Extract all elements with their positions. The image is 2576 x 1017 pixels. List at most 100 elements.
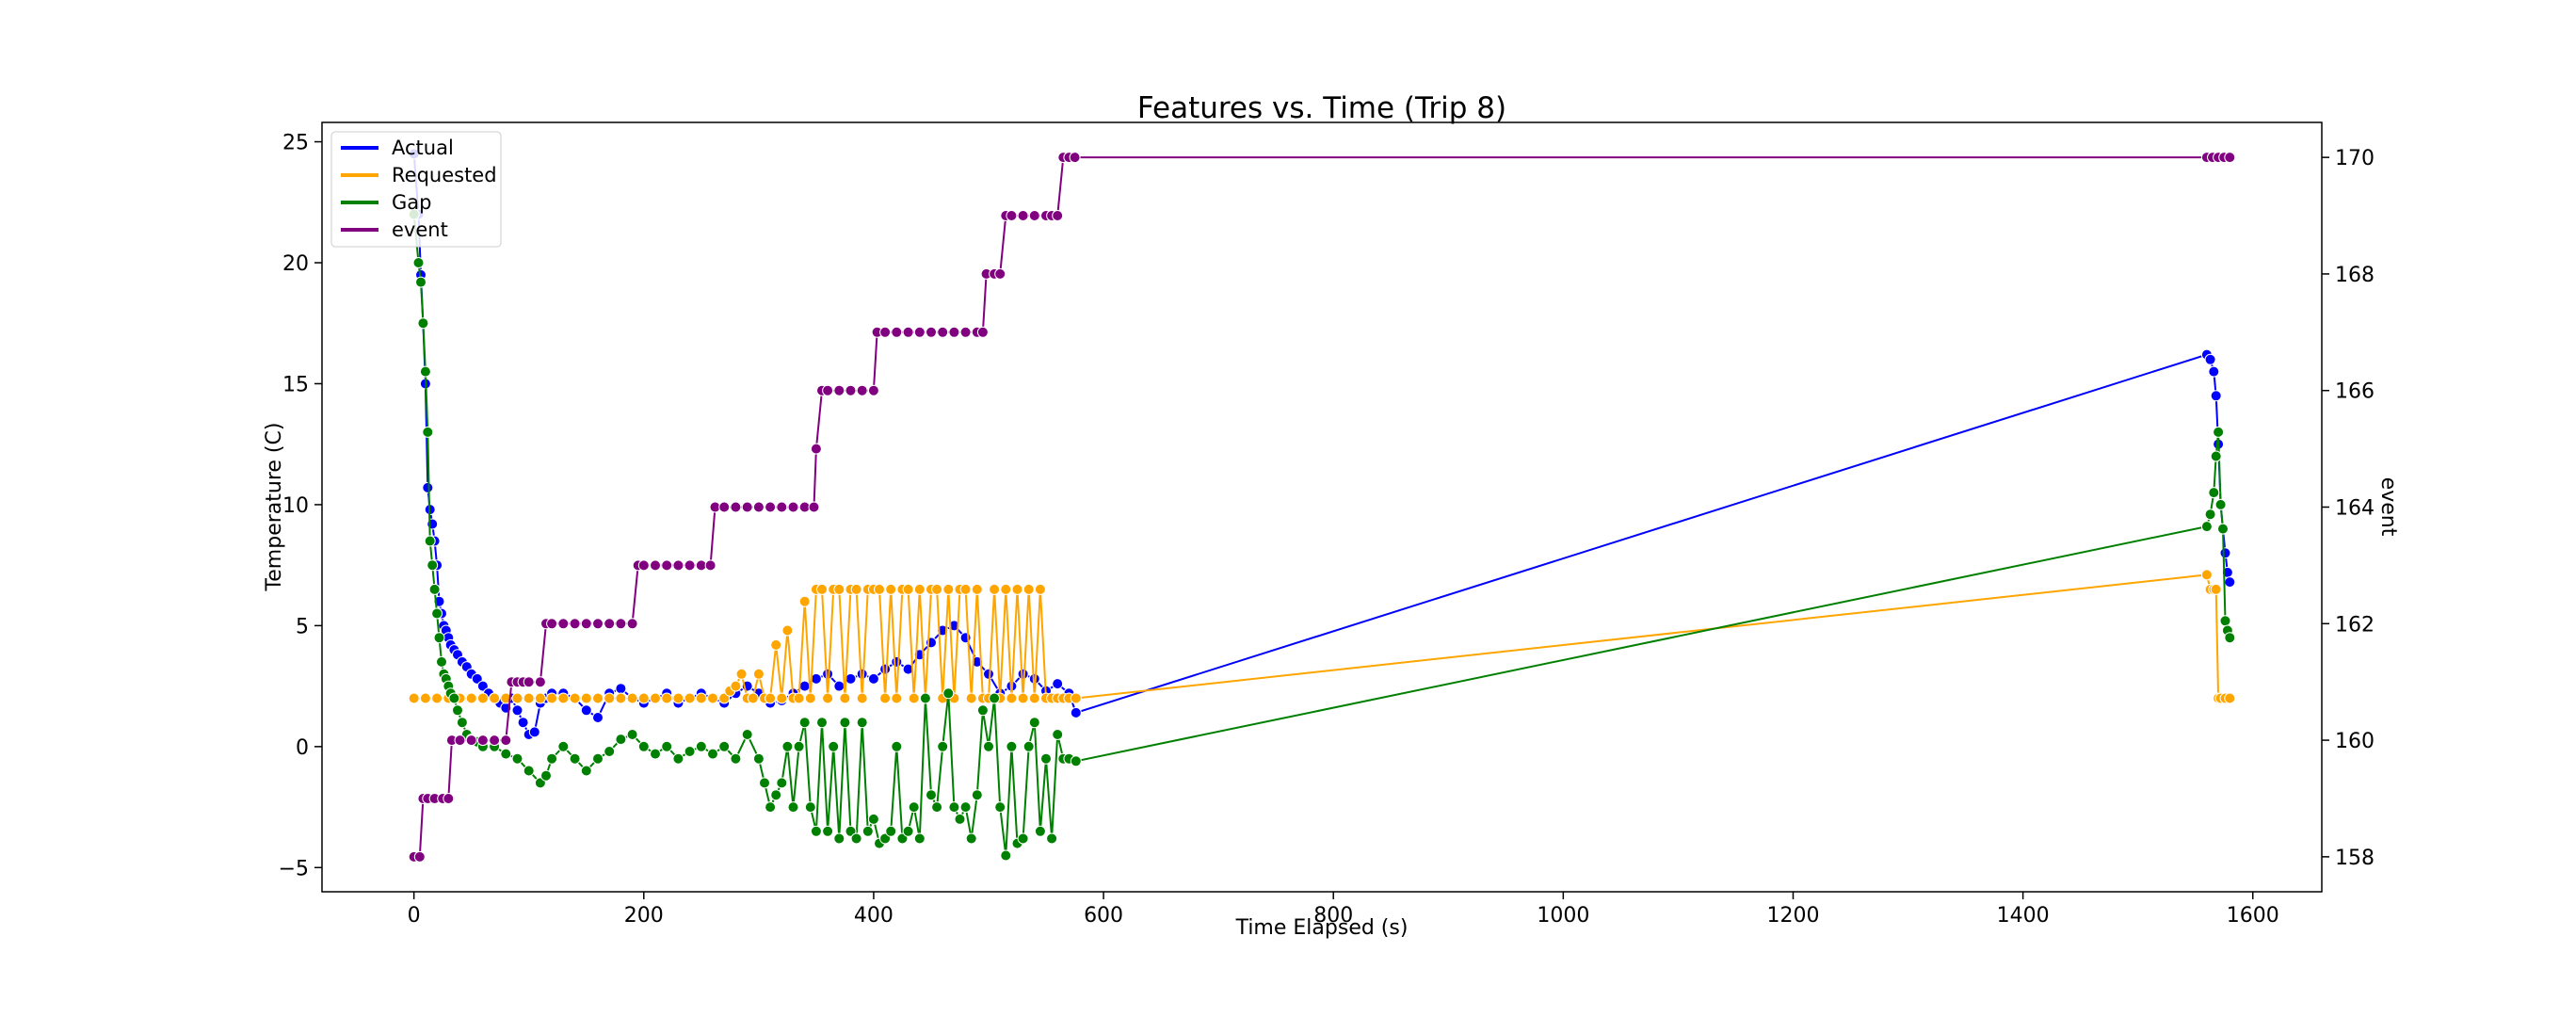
data-point bbox=[752, 501, 765, 513]
data-point bbox=[741, 501, 753, 513]
data-point bbox=[908, 801, 920, 814]
data-point bbox=[787, 501, 799, 513]
data-point bbox=[804, 692, 816, 704]
data-point bbox=[2204, 508, 2216, 521]
data-point bbox=[707, 748, 718, 760]
data-point bbox=[983, 668, 994, 680]
data-point bbox=[908, 692, 920, 704]
series-layer bbox=[408, 148, 2236, 863]
data-point bbox=[465, 734, 477, 747]
data-point bbox=[833, 583, 845, 595]
data-point bbox=[580, 765, 592, 777]
data-point bbox=[637, 559, 650, 572]
y2-tick-label: 162 bbox=[2335, 613, 2375, 637]
series-requested bbox=[408, 569, 2236, 704]
data-point bbox=[867, 813, 879, 825]
data-point bbox=[1017, 832, 1029, 845]
data-point bbox=[511, 692, 523, 704]
data-point bbox=[661, 692, 673, 704]
data-point bbox=[994, 267, 1006, 280]
data-point bbox=[569, 692, 581, 704]
data-point bbox=[523, 692, 535, 704]
data-point bbox=[546, 752, 558, 765]
data-point bbox=[937, 326, 949, 338]
data-point bbox=[856, 692, 868, 704]
data-point bbox=[637, 740, 650, 752]
data-point bbox=[523, 765, 535, 777]
data-point bbox=[1070, 706, 1082, 718]
data-point bbox=[557, 740, 570, 752]
x-tick-label: 400 bbox=[854, 904, 894, 928]
data-point bbox=[816, 717, 828, 729]
data-point bbox=[452, 704, 463, 717]
data-point bbox=[412, 257, 425, 268]
data-point bbox=[592, 712, 604, 723]
data-point bbox=[684, 746, 696, 757]
data-point bbox=[770, 789, 782, 801]
y-tick-label: 5 bbox=[296, 615, 309, 638]
y-axis-label: Temperature (C) bbox=[263, 423, 286, 592]
data-point bbox=[822, 668, 834, 680]
y2-tick-label: 158 bbox=[2335, 847, 2375, 870]
data-point bbox=[730, 501, 742, 513]
series-gap bbox=[408, 208, 2236, 862]
data-point bbox=[580, 692, 592, 704]
y-tick-label: 10 bbox=[282, 494, 309, 518]
data-point bbox=[885, 583, 897, 595]
data-point bbox=[1006, 740, 1018, 752]
data-point bbox=[422, 481, 434, 493]
data-point bbox=[828, 740, 840, 752]
data-point bbox=[741, 729, 753, 740]
data-point bbox=[431, 692, 443, 704]
data-point bbox=[891, 655, 903, 668]
data-point bbox=[1069, 152, 1081, 164]
data-point bbox=[885, 825, 897, 837]
data-point bbox=[454, 734, 466, 747]
data-point bbox=[419, 365, 431, 378]
data-point bbox=[948, 326, 960, 338]
data-point bbox=[948, 801, 960, 814]
legend-label: Requested bbox=[392, 164, 497, 186]
x-tick-label: 1000 bbox=[1537, 904, 1589, 928]
data-point bbox=[891, 692, 903, 704]
data-point bbox=[408, 692, 420, 704]
data-point bbox=[2210, 583, 2222, 595]
data-point bbox=[615, 734, 627, 746]
data-point bbox=[994, 801, 1006, 814]
data-point bbox=[2224, 576, 2236, 589]
data-point bbox=[650, 559, 661, 572]
data-point bbox=[971, 789, 983, 801]
data-point bbox=[867, 672, 879, 685]
data-point bbox=[856, 384, 868, 396]
data-point bbox=[1006, 692, 1018, 704]
data-point bbox=[695, 692, 707, 704]
data-point bbox=[433, 632, 445, 644]
data-point bbox=[1070, 692, 1082, 704]
data-point bbox=[1022, 740, 1035, 752]
data-point bbox=[798, 680, 811, 692]
data-point bbox=[415, 276, 427, 288]
data-point bbox=[902, 326, 914, 338]
data-point bbox=[1028, 210, 1040, 221]
data-point bbox=[2200, 521, 2213, 533]
data-point bbox=[879, 692, 892, 704]
y-axis-right: 158 160 162 164 166 168 170 bbox=[2322, 147, 2375, 870]
data-point bbox=[500, 734, 512, 747]
data-point bbox=[793, 692, 805, 704]
x-tick-label: 1200 bbox=[1766, 904, 1819, 928]
data-point bbox=[650, 748, 661, 760]
data-point bbox=[752, 752, 765, 765]
data-point bbox=[465, 692, 477, 704]
data-point bbox=[959, 583, 972, 595]
data-point bbox=[787, 801, 799, 814]
data-point bbox=[1017, 668, 1029, 680]
data-point bbox=[926, 326, 937, 338]
data-point bbox=[942, 583, 955, 595]
data-point bbox=[626, 618, 638, 630]
data-point bbox=[808, 501, 820, 513]
data-point bbox=[822, 692, 834, 704]
y-tick-label: 20 bbox=[282, 252, 309, 276]
data-point bbox=[511, 704, 523, 717]
data-point bbox=[913, 583, 926, 595]
